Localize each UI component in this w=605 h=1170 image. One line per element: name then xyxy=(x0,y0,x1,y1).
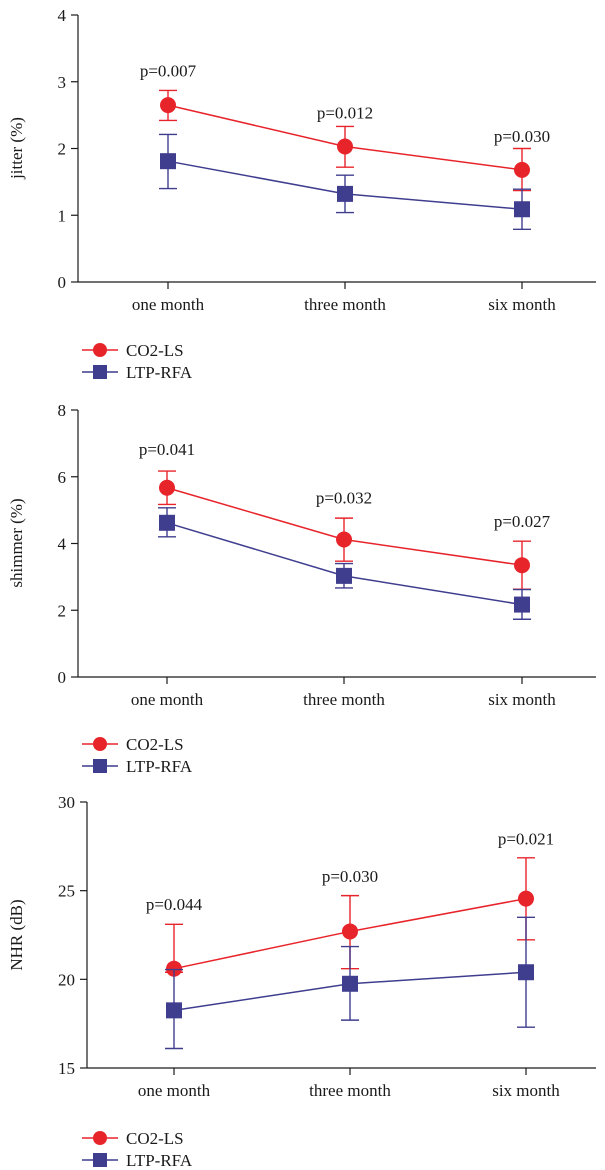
data-point xyxy=(336,531,352,548)
chart-panel-1: 0 1 2 3 4 one month three month six month jitter… xyxy=(7,6,596,382)
legend-label: LTP-RFA xyxy=(126,1151,193,1170)
data-point xyxy=(337,185,353,202)
y-tick-label: 2 xyxy=(58,601,67,620)
y-axis-label: NHR (dB) xyxy=(7,899,26,970)
data-point xyxy=(336,567,352,584)
data-point xyxy=(159,514,175,531)
legend-marker xyxy=(93,343,107,357)
data-point xyxy=(518,964,534,981)
y-tick-label: 2 xyxy=(58,140,67,159)
data-point xyxy=(514,161,530,178)
x-tick-label: three month xyxy=(304,295,386,314)
y-tick-label: 4 xyxy=(58,535,67,554)
y-tick-label: 1 xyxy=(58,206,67,225)
data-point xyxy=(514,557,530,574)
y-tick-label: 0 xyxy=(58,668,67,687)
data-point xyxy=(159,479,175,496)
legend-marker xyxy=(93,1153,107,1167)
p-value-annotation: p=0.021 xyxy=(498,830,554,849)
p-value-annotation: p=0.032 xyxy=(316,488,372,507)
legend-marker xyxy=(93,737,107,751)
data-point xyxy=(514,596,530,613)
data-point xyxy=(342,923,358,940)
legend-marker xyxy=(93,1131,107,1145)
y-tick-label: 8 xyxy=(58,401,67,420)
y-tick-label: 4 xyxy=(58,6,67,25)
data-point xyxy=(166,1002,182,1019)
legend: CO2-LS LTP-RFA xyxy=(82,735,193,776)
x-tick-label: six month xyxy=(488,690,556,709)
legend-marker xyxy=(93,365,107,379)
y-tick-label: 3 xyxy=(58,73,67,92)
chart-panel-3: 15 20 25 30 one month three month six month NHR… xyxy=(7,793,596,1170)
y-axis-label: shimmer (%) xyxy=(7,498,26,587)
x-tick-label: six month xyxy=(492,1081,560,1100)
data-point xyxy=(514,201,530,218)
legend-marker xyxy=(93,759,107,773)
p-value-annotation: p=0.027 xyxy=(494,512,551,531)
legend-label: CO2-LS xyxy=(126,341,184,360)
legend-label: LTP-RFA xyxy=(126,757,193,776)
legend-label: LTP-RFA xyxy=(126,363,193,382)
chart-panel-2: 0 2 4 6 8 one month three month six month shimme… xyxy=(7,401,596,776)
x-tick-label: one month xyxy=(138,1081,211,1100)
p-value-annotation: p=0.044 xyxy=(146,895,203,914)
p-value-annotation: p=0.030 xyxy=(322,867,378,886)
data-point xyxy=(518,890,534,907)
series-co2-ls xyxy=(159,89,531,192)
x-tick-label: three month xyxy=(309,1081,391,1100)
series-co2-ls xyxy=(165,857,535,977)
data-point xyxy=(160,97,176,114)
p-value-annotation: p=0.012 xyxy=(317,103,373,122)
y-tick-label: 30 xyxy=(58,793,75,812)
y-tick-label: 25 xyxy=(58,882,75,901)
series-ltp-rfa xyxy=(165,916,535,1050)
x-tick-label: three month xyxy=(303,690,385,709)
data-point xyxy=(166,960,182,977)
y-tick-label: 15 xyxy=(58,1059,75,1078)
y-tick-label: 0 xyxy=(58,273,67,292)
data-point xyxy=(160,153,176,170)
y-axis-label: jitter (%) xyxy=(7,117,26,180)
p-value-annotation: p=0.030 xyxy=(494,127,550,146)
y-tick-label: 20 xyxy=(58,970,75,989)
legend: CO2-LS LTP-RFA xyxy=(82,341,193,382)
legend-label: CO2-LS xyxy=(126,735,184,754)
p-value-annotation: p=0.007 xyxy=(140,61,197,80)
legend-label: CO2-LS xyxy=(126,1129,184,1148)
data-point xyxy=(337,138,353,155)
data-point xyxy=(342,975,358,992)
x-tick-label: one month xyxy=(132,295,205,314)
x-tick-label: six month xyxy=(488,295,556,314)
series-ltp-rfa xyxy=(159,133,531,230)
legend: CO2-LS LTP-RFA xyxy=(82,1129,193,1170)
p-value-annotation: p=0.041 xyxy=(139,440,195,459)
x-tick-label: one month xyxy=(131,690,204,709)
y-tick-label: 6 xyxy=(58,468,67,487)
series-ltp-rfa xyxy=(158,507,531,620)
